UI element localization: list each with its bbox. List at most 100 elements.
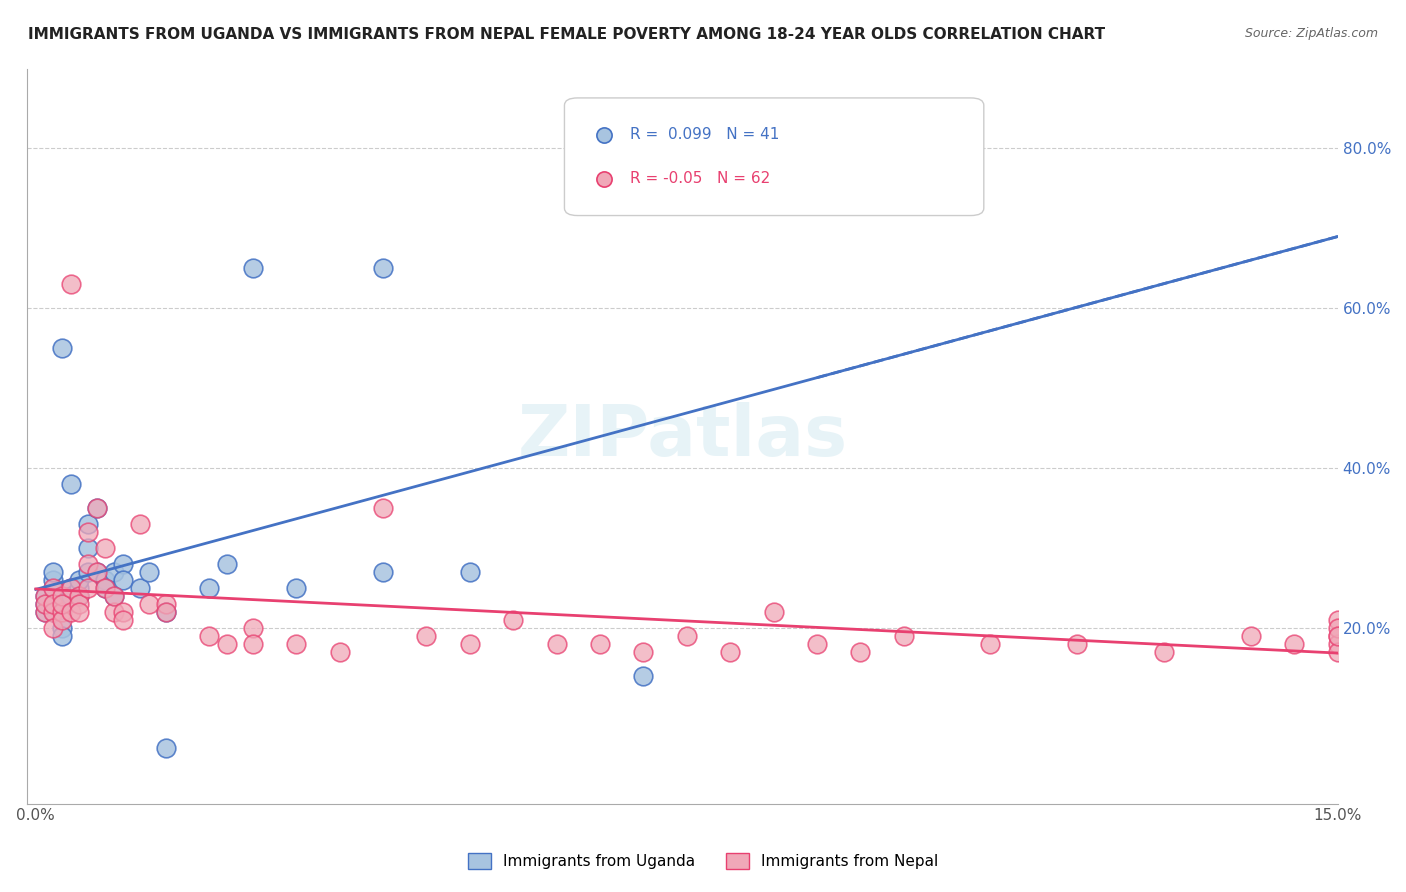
- Point: [762, 605, 785, 619]
- Point: [94, 581, 117, 595]
- Text: IMMIGRANTS FROM UGANDA VS IMMIGRANTS FROM NEPAL FEMALE POVERTY AMONG 18-24 YEAR : IMMIGRANTS FROM UGANDA VS IMMIGRANTS FRO…: [28, 27, 1105, 42]
- Point: [67, 597, 90, 611]
- Point: [198, 629, 221, 643]
- FancyBboxPatch shape: [564, 98, 984, 216]
- Point: [111, 573, 134, 587]
- Point: [67, 589, 90, 603]
- Point: [155, 605, 177, 619]
- Point: [893, 629, 915, 643]
- Point: [42, 581, 65, 595]
- Point: [1326, 645, 1348, 659]
- Point: [51, 597, 73, 611]
- Point: [59, 477, 82, 491]
- Point: [51, 589, 73, 603]
- Point: [806, 637, 828, 651]
- Point: [103, 589, 125, 603]
- Point: [1326, 621, 1348, 635]
- Point: [42, 605, 65, 619]
- Point: [67, 589, 90, 603]
- Point: [77, 541, 100, 555]
- Text: R =  0.099   N = 41: R = 0.099 N = 41: [630, 128, 779, 142]
- Point: [42, 597, 65, 611]
- Point: [67, 581, 90, 595]
- Point: [215, 557, 238, 571]
- Point: [546, 637, 568, 651]
- Point: [77, 516, 100, 531]
- Point: [1326, 629, 1348, 643]
- Point: [458, 637, 481, 651]
- Point: [51, 621, 73, 635]
- Point: [77, 524, 100, 539]
- Point: [1066, 637, 1088, 651]
- Text: Source: ZipAtlas.com: Source: ZipAtlas.com: [1244, 27, 1378, 40]
- Point: [34, 589, 56, 603]
- Point: [589, 637, 612, 651]
- Point: [675, 629, 697, 643]
- Point: [67, 573, 90, 587]
- Point: [42, 573, 65, 587]
- Point: [59, 581, 82, 595]
- Point: [103, 605, 125, 619]
- Point: [1326, 629, 1348, 643]
- Point: [415, 629, 437, 643]
- Point: [155, 605, 177, 619]
- Point: [59, 277, 82, 292]
- Point: [77, 581, 100, 595]
- Point: [155, 597, 177, 611]
- Point: [111, 605, 134, 619]
- Point: [103, 565, 125, 579]
- Point: [371, 500, 394, 515]
- Point: [34, 597, 56, 611]
- Point: [51, 341, 73, 355]
- Point: [42, 581, 65, 595]
- Point: [103, 589, 125, 603]
- Point: [155, 740, 177, 755]
- Point: [59, 589, 82, 603]
- Point: [371, 261, 394, 276]
- Point: [51, 597, 73, 611]
- Point: [371, 565, 394, 579]
- Point: [138, 597, 160, 611]
- Point: [285, 637, 308, 651]
- Legend: Immigrants from Uganda, Immigrants from Nepal: Immigrants from Uganda, Immigrants from …: [461, 847, 945, 875]
- Point: [138, 565, 160, 579]
- Point: [34, 597, 56, 611]
- Point: [67, 605, 90, 619]
- Point: [329, 645, 352, 659]
- Point: [94, 541, 117, 555]
- Point: [762, 181, 785, 195]
- Point: [1284, 637, 1306, 651]
- Point: [42, 621, 65, 635]
- Point: [1153, 645, 1175, 659]
- Point: [285, 581, 308, 595]
- Point: [34, 605, 56, 619]
- Point: [77, 557, 100, 571]
- Point: [1240, 629, 1263, 643]
- Point: [77, 565, 100, 579]
- Point: [633, 669, 655, 683]
- Point: [51, 605, 73, 619]
- Point: [42, 565, 65, 579]
- Point: [34, 589, 56, 603]
- Point: [111, 613, 134, 627]
- Point: [111, 557, 134, 571]
- Point: [242, 637, 264, 651]
- Text: R = -0.05   N = 62: R = -0.05 N = 62: [630, 171, 770, 186]
- Point: [633, 645, 655, 659]
- Point: [215, 637, 238, 651]
- Text: ZIPatlas: ZIPatlas: [517, 401, 848, 471]
- Point: [198, 581, 221, 595]
- Point: [129, 516, 152, 531]
- Point: [86, 565, 108, 579]
- Point: [94, 581, 117, 595]
- Point: [42, 605, 65, 619]
- Point: [94, 573, 117, 587]
- Point: [979, 637, 1001, 651]
- Point: [59, 605, 82, 619]
- Point: [502, 613, 524, 627]
- Point: [86, 565, 108, 579]
- Point: [1326, 637, 1348, 651]
- Point: [86, 500, 108, 515]
- Point: [129, 581, 152, 595]
- Point: [59, 581, 82, 595]
